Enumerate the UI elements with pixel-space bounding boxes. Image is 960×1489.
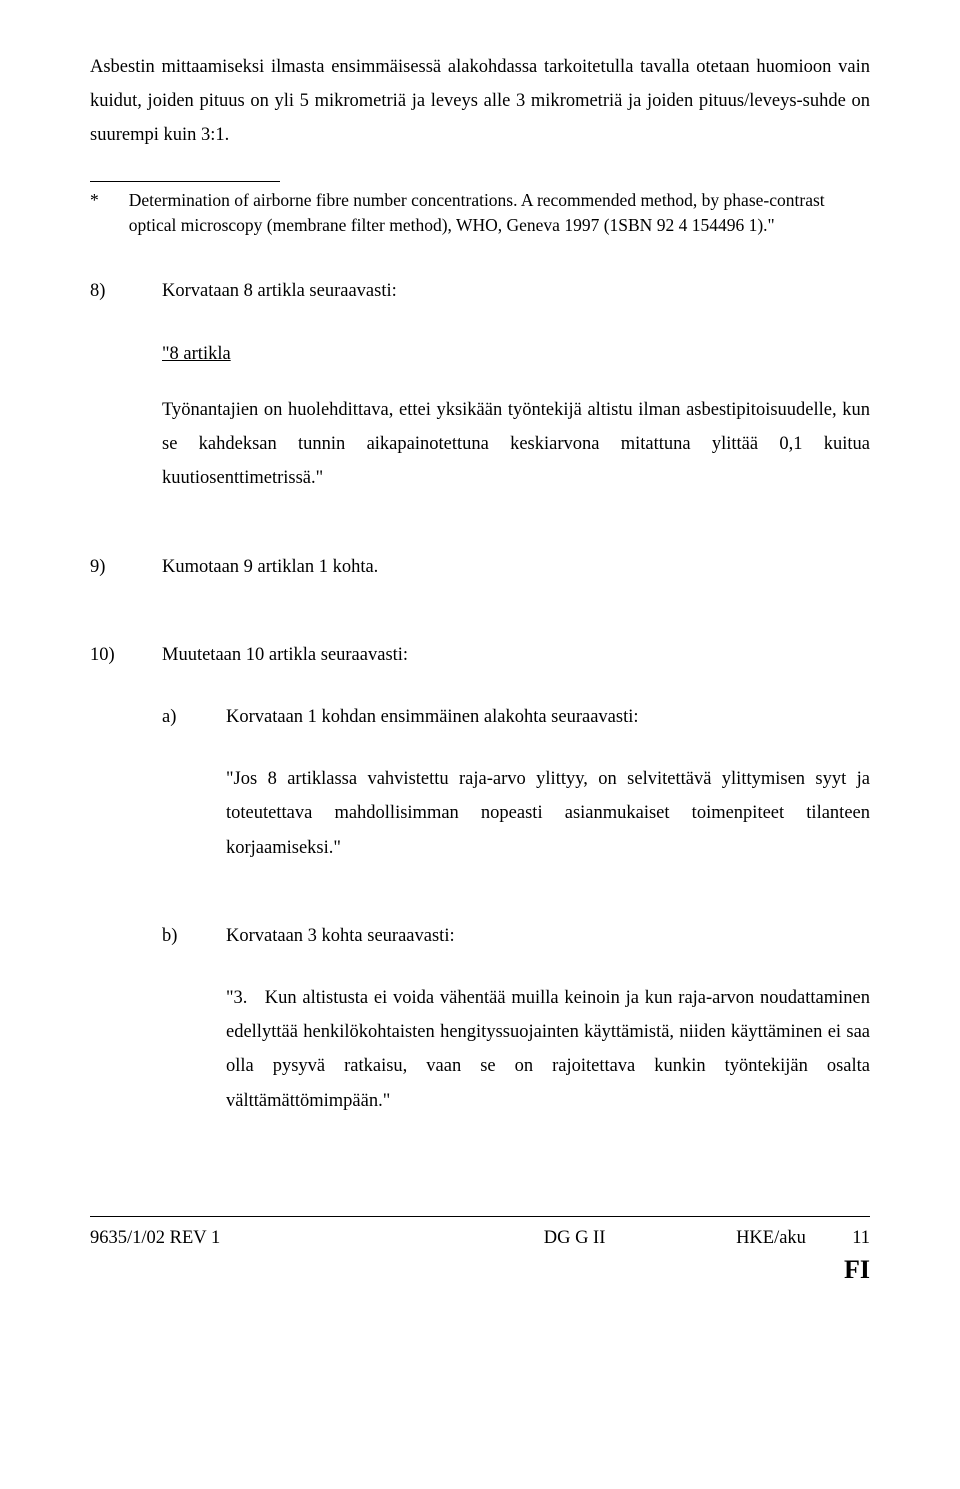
footnote-text: Determination of airborne fibre number c… xyxy=(129,188,870,239)
item-10-a-body: "Jos 8 artiklassa vahvistettu raja-arvo … xyxy=(226,762,870,865)
item-10-b: b) Korvataan 3 kohta seuraavasti: "3. Ku… xyxy=(162,919,870,1146)
item-10-b-body: "3. Kun altistusta ei voida vähentää mui… xyxy=(226,981,870,1118)
item-8-body: Työnantajien on huolehdittava, ettei yks… xyxy=(162,393,870,496)
footer-center-2: DG G II xyxy=(413,1221,736,1255)
item-10-b-label: b) xyxy=(162,919,192,1146)
item-8: 8) Korvataan 8 artikla seuraavasti: "8 a… xyxy=(90,274,870,523)
footer-center: DG G II xyxy=(413,1221,736,1255)
item-9-number: 9) xyxy=(90,550,128,612)
item-9: 9) Kumotaan 9 artiklan 1 kohta. xyxy=(90,550,870,612)
footnote-marker: * xyxy=(90,188,99,239)
footer-page-num: 11 xyxy=(852,1228,870,1248)
page-footer: 9635/1/02 REV 1 DG G II HKE/aku 11 FI xyxy=(90,1221,870,1283)
item-10-a-label: a) xyxy=(162,700,192,893)
footer-lang: FI xyxy=(736,1257,870,1283)
footer-separator xyxy=(90,1216,870,1217)
item-9-text: Kumotaan 9 artiklan 1 kohta. xyxy=(162,550,870,584)
item-8-lead: Korvataan 8 artikla seuraavasti: xyxy=(162,274,870,308)
item-10-a-lead: Korvataan 1 kohdan ensimmäinen alakohta … xyxy=(226,700,870,734)
item-8-number: 8) xyxy=(90,274,128,523)
footer-right: HKE/aku 11 FI xyxy=(736,1221,870,1283)
footer-right-top: HKE/aku xyxy=(736,1228,806,1248)
item-8-heading: "8 artikla xyxy=(162,337,870,371)
item-10-lead: Muutetaan 10 artikla seuraavasti: xyxy=(162,638,870,672)
item-10: 10) Muutetaan 10 artikla seuraavasti: a)… xyxy=(90,638,870,1172)
footer-left: 9635/1/02 REV 1 xyxy=(90,1221,413,1255)
item-10-number: 10) xyxy=(90,638,128,1172)
item-10-b-prefix: "3. xyxy=(226,988,247,1008)
intro-paragraph: Asbestin mittaamiseksi ilmasta ensimmäis… xyxy=(90,50,870,153)
item-10-b-text: Kun altistusta ei voida vähentää muilla … xyxy=(226,988,870,1111)
footnote-separator xyxy=(90,181,280,182)
footnote: * Determination of airborne fibre number… xyxy=(90,188,870,239)
item-10-b-lead: Korvataan 3 kohta seuraavasti: xyxy=(226,919,870,953)
item-10-a: a) Korvataan 1 kohdan ensimmäinen alakoh… xyxy=(162,700,870,893)
